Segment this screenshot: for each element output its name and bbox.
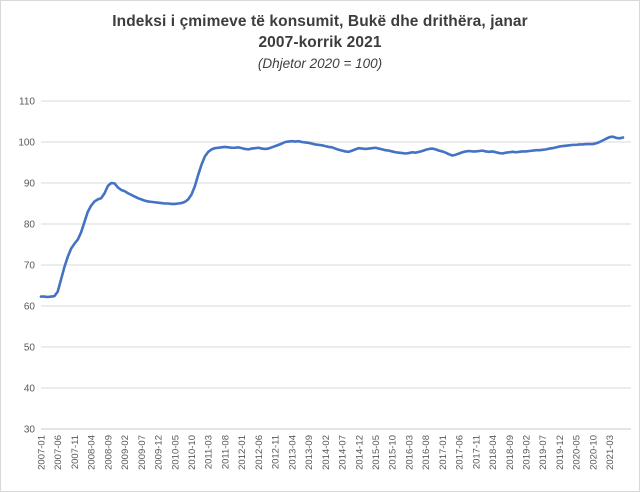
y-tick-label: 40 xyxy=(24,384,36,395)
x-tick-label: 2012-06 xyxy=(254,435,265,470)
x-tick-label: 2007-11 xyxy=(70,435,81,469)
x-tick-label: 2020-05 xyxy=(572,435,583,470)
y-tick-label: 70 xyxy=(24,261,36,272)
x-tick-label: 2013-04 xyxy=(287,435,298,470)
chart-title-line2: 2007-korrik 2021 xyxy=(258,34,382,51)
y-tick-label: 30 xyxy=(24,425,36,436)
x-tick-label: 2008-04 xyxy=(87,435,98,470)
x-tick-label: 2011-08 xyxy=(220,435,231,469)
x-tick-label: 2016-08 xyxy=(421,435,432,470)
x-tick-label: 2012-01 xyxy=(237,435,248,470)
x-tick-label: 2013-09 xyxy=(304,435,315,470)
x-tick-label: 2010-05 xyxy=(170,435,181,470)
x-tick-label: 2018-04 xyxy=(488,435,499,470)
data-line-series xyxy=(39,135,625,299)
x-tick-label: 2009-07 xyxy=(137,435,148,470)
x-tick-label: 2014-02 xyxy=(321,435,332,470)
y-tick-label: 80 xyxy=(24,220,36,231)
x-tick-label: 2009-12 xyxy=(154,435,165,470)
y-tick-label: 90 xyxy=(24,179,36,190)
x-tick-label: 2020-10 xyxy=(588,435,599,470)
x-tick-label: 2017-06 xyxy=(455,435,466,470)
y-tick-label: 60 xyxy=(24,302,36,313)
y-tick-label: 100 xyxy=(18,138,35,149)
x-tick-label: 2009-02 xyxy=(120,435,131,470)
y-tick-label: 110 xyxy=(19,97,35,108)
x-tick-label: 2007-06 xyxy=(53,435,64,470)
x-tick-label: 2019-12 xyxy=(555,435,566,470)
chart-subtitle: (Dhjetor 2020 = 100) xyxy=(257,56,383,71)
x-tick-label: 2014-12 xyxy=(354,435,365,470)
x-tick-label: 2019-02 xyxy=(522,435,533,470)
x-tick-label: 2015-05 xyxy=(371,435,382,470)
x-tick-label: 2011-03 xyxy=(204,435,215,469)
x-tick-label: 2019-07 xyxy=(538,435,549,470)
chart-title-line1: Indeksi i çmimeve të konsumit, Bukë dhe … xyxy=(112,13,528,30)
x-tick-label: 2016-03 xyxy=(404,435,415,470)
x-tick-label: 2017-01 xyxy=(438,435,449,470)
x-tick-label: 2008-09 xyxy=(103,435,114,470)
x-tick-label: 2012-11 xyxy=(271,435,282,469)
chart-header: Indeksi i çmimeve të konsumit, Bukë dhe … xyxy=(1,11,639,74)
x-tick-label: 2007-01 xyxy=(37,435,48,470)
x-tick-label: 2015-10 xyxy=(388,435,399,470)
x-tick-label: 2018-09 xyxy=(505,435,516,470)
x-tick-label: 2021-03 xyxy=(605,435,616,470)
x-tick-label: 2014-07 xyxy=(338,435,349,470)
y-tick-label: 50 xyxy=(24,343,36,354)
x-tick-label: 2010-10 xyxy=(187,435,198,470)
x-tick-label: 2017-11 xyxy=(471,435,482,469)
